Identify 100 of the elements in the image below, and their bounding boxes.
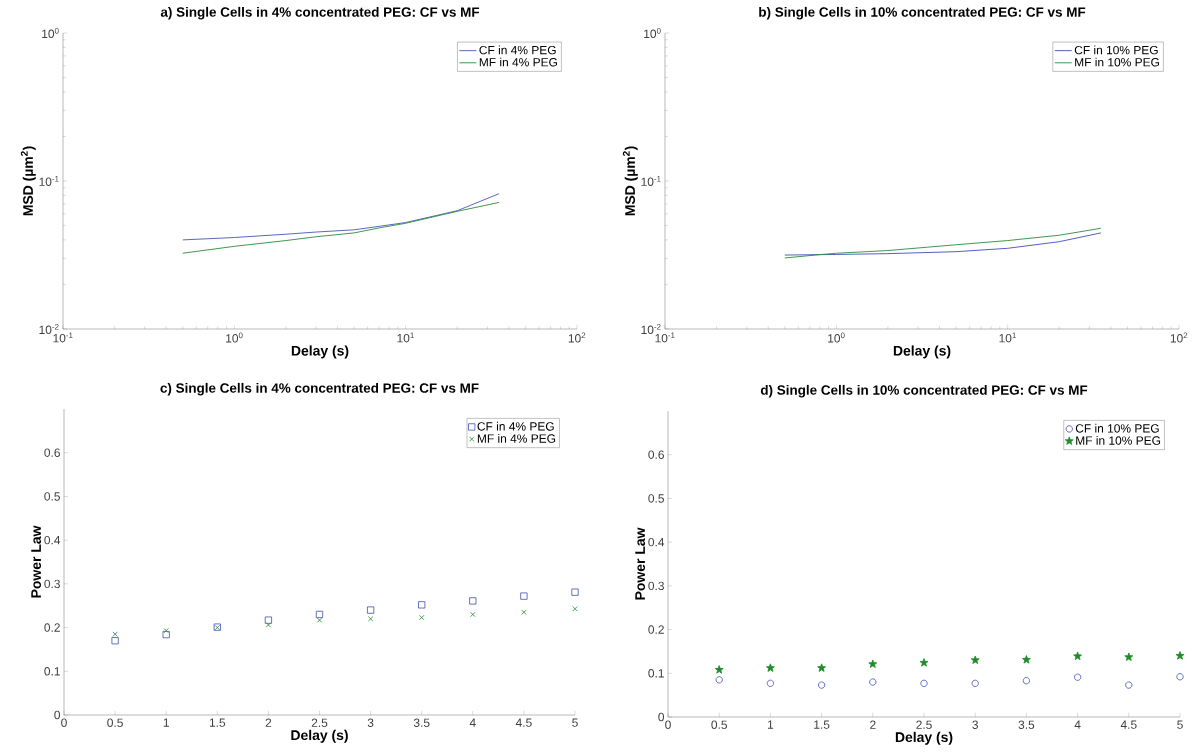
y-axis-title: Power Law: [31, 525, 42, 598]
point: [264, 616, 272, 624]
y-tick-label: 0.5: [44, 492, 60, 501]
x-tick-label: 3: [972, 720, 979, 729]
legend-label: CF in 10% PEG: [1075, 423, 1159, 433]
x-tick-label: 2: [265, 718, 272, 727]
y-tick-label: 0.2: [44, 623, 60, 632]
x-tick-label: 10$^{-1}$: [53, 332, 73, 343]
chart-title: a) Single Cells in 4% concentrated PEG: CF vs MF: [160, 6, 480, 20]
point: [1074, 673, 1082, 681]
x-tick-label: 4: [469, 718, 476, 727]
point: [970, 655, 980, 664]
point: [367, 616, 374, 622]
y-axis-title: MSD (µm$^{2}$): [20, 146, 36, 216]
point: [520, 592, 528, 600]
y-tick-label: 0.4: [44, 535, 61, 545]
x-axis-title: Delay (s): [893, 345, 951, 359]
point: [1073, 651, 1083, 661]
y-tick-label: 0: [54, 710, 61, 720]
point: [971, 679, 979, 687]
x-tick-label: 1: [767, 720, 774, 729]
point: [766, 663, 775, 672]
point: [868, 659, 878, 668]
x-tick-label: 10$^{1}$: [999, 332, 1016, 343]
y-axis-title: MSD (µm$^{2}$): [622, 146, 638, 216]
point: [919, 658, 929, 667]
point: [869, 678, 877, 686]
x-tick-label: 10$^{2}$: [568, 332, 586, 343]
x-tick-label: 10$^{2}$: [1170, 332, 1188, 343]
y-tick-label: 0.5: [648, 494, 664, 503]
x-tick-label: 4: [1074, 720, 1081, 729]
point: [1022, 655, 1031, 664]
x-tick-label: 2.5: [916, 720, 932, 729]
x-tick-label: 5: [572, 718, 578, 727]
legend-label: MF in 10% PEG: [1075, 57, 1159, 67]
x-axis-title: Delay (s): [291, 729, 348, 743]
x-tick-label: 10$^{-1}$: [655, 332, 675, 343]
legend-label: CF in 4% PEG: [477, 421, 554, 431]
point: [163, 627, 169, 634]
y-tick-label: 0.6: [648, 450, 664, 459]
point: [419, 614, 425, 621]
point: [1124, 652, 1134, 661]
x-tick-label: 3.5: [1018, 720, 1035, 729]
point: [766, 679, 775, 687]
point: [521, 609, 527, 615]
y-tick-label: 10$^{-2}$: [641, 323, 661, 334]
chart-title: d) Single Cells in 10% concentrated PEG: CF vs MF: [760, 384, 1088, 398]
y-tick-label: 10$^{-1}$: [39, 176, 59, 186]
y-tick-label: 10$^{-2}$: [39, 323, 59, 334]
x-tick-label: 1: [163, 718, 169, 727]
point: [315, 610, 324, 619]
chart-title: b) Single Cells in 10% concentrated PEG: CF vs MF: [759, 6, 1086, 20]
point: [418, 601, 426, 609]
x-tick-label: 0.5: [107, 718, 123, 727]
x-axis-title: Delay (s): [291, 345, 349, 359]
point: [469, 597, 477, 605]
point: [571, 588, 579, 596]
y-tick-label: 10$^{0}$: [644, 27, 661, 38]
legend-label: MF in 4% PEG: [477, 434, 556, 443]
point: [162, 630, 170, 639]
y-tick-label: 0.2: [648, 625, 664, 634]
y-axis-title: Power Law: [635, 527, 646, 600]
point: [714, 665, 724, 674]
point: [715, 676, 723, 684]
point: [1175, 651, 1185, 660]
x-tick-label: 10$^{1}$: [397, 332, 414, 343]
point: [112, 631, 118, 637]
point: [316, 617, 323, 623]
x-tick-label: 2.5: [311, 718, 328, 727]
y-tick-label: 0.6: [44, 448, 60, 457]
legend-label: CF in 4% PEG: [479, 45, 556, 55]
x-tick-label: 2: [870, 720, 876, 729]
x-tick-label: 3: [367, 718, 374, 727]
x-tick-label: 3.5: [413, 718, 430, 727]
x-tick-label: 4.5: [515, 718, 532, 727]
point: [470, 611, 476, 618]
point: [1022, 677, 1031, 685]
legend-label: CF in 10% PEG: [1074, 45, 1158, 55]
x-axis-title: Delay (s): [895, 731, 953, 745]
point: [920, 679, 928, 687]
y-tick-label: 0.4: [648, 537, 665, 547]
y-tick-label: 10$^{0}$: [42, 27, 59, 38]
y-tick-label: 10$^{-1}$: [641, 176, 661, 186]
x-tick-label: 0: [61, 718, 67, 727]
y-tick-label: 0.1: [44, 667, 60, 676]
x-tick-label: 10$^{0}$: [226, 332, 243, 343]
legend-label: MF in 10% PEG: [1076, 436, 1161, 445]
x-tick-label: 4.5: [1120, 720, 1137, 729]
point: [1176, 673, 1184, 681]
point: [367, 606, 375, 614]
x-tick-label: 0.5: [711, 720, 728, 729]
point: [572, 606, 578, 612]
point: [817, 663, 826, 672]
y-tick-label: 0.3: [648, 581, 664, 591]
point: [818, 681, 826, 689]
x-tick-label: 5: [1177, 720, 1183, 729]
chart-title: c) Single Cells in 4% concentrated PEG: CF vs MF: [160, 382, 479, 396]
point: [265, 622, 272, 628]
legend-label: MF in 4% PEG: [479, 57, 557, 67]
point: [111, 637, 119, 645]
